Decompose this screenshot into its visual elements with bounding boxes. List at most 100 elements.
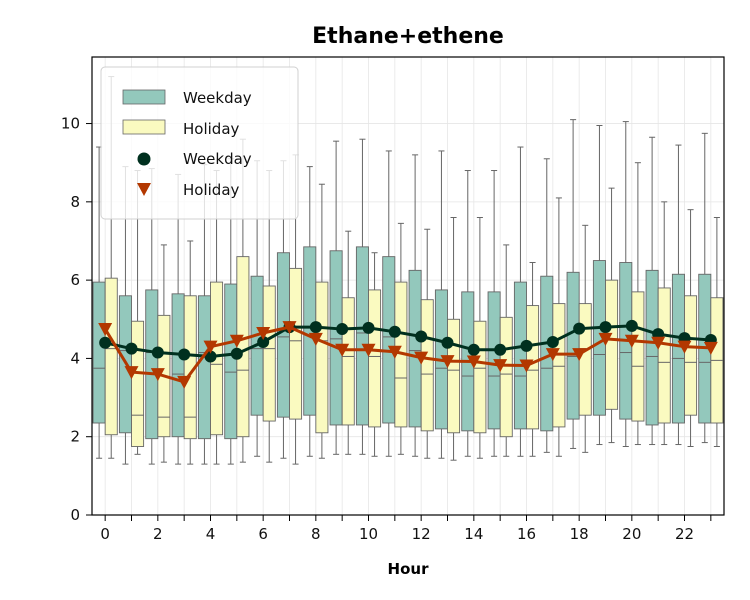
holiday-box bbox=[368, 289, 382, 428]
weekday-box bbox=[92, 281, 106, 424]
holiday-mean-point bbox=[361, 343, 376, 357]
holiday-box bbox=[578, 303, 592, 416]
y-tick-label: 2 bbox=[70, 428, 80, 446]
weekday-box bbox=[408, 269, 422, 428]
x-tick-label: 14 bbox=[464, 525, 483, 543]
holiday-box bbox=[131, 320, 145, 447]
legend-label-holiday-box: Holiday bbox=[183, 120, 240, 138]
holiday-mean-point bbox=[572, 348, 587, 362]
holiday-box bbox=[447, 318, 461, 434]
holiday-box bbox=[605, 279, 619, 410]
x-tick-label: 6 bbox=[258, 525, 268, 543]
holiday-mean-point bbox=[150, 368, 165, 382]
legend: Weekday Holiday Weekday Holiday bbox=[100, 66, 299, 220]
x-tick-label: 12 bbox=[412, 525, 431, 543]
weekday-box bbox=[355, 246, 369, 426]
weekday-mean-point bbox=[125, 342, 138, 355]
x-tick-label: 4 bbox=[206, 525, 216, 543]
chart-title: Ethane+ethene bbox=[312, 24, 504, 49]
legend-label-holiday-line: Holiday bbox=[183, 181, 240, 199]
holiday-mean-line bbox=[103, 325, 711, 384]
holiday-box bbox=[473, 320, 487, 434]
weekday-mean-point bbox=[178, 348, 191, 361]
holiday-mean-point bbox=[335, 343, 350, 357]
x-tick-label: 10 bbox=[359, 525, 378, 543]
legend-label-weekday-line: Weekday bbox=[183, 150, 252, 168]
legend-weekday-circle-marker bbox=[137, 152, 151, 166]
holiday-mean-point bbox=[624, 334, 639, 348]
weekday-mean-point bbox=[494, 343, 507, 356]
weekday-mean-point bbox=[441, 336, 454, 349]
holiday-mean-point bbox=[651, 336, 666, 350]
weekday-mean-point bbox=[388, 325, 401, 338]
legend-holiday-triangle-marker bbox=[137, 183, 151, 196]
plot-frame bbox=[91, 56, 725, 516]
holiday-mean-point bbox=[203, 340, 218, 354]
box-layer bbox=[92, 76, 724, 465]
holiday-box bbox=[289, 267, 303, 420]
holiday-mean-point bbox=[545, 348, 560, 362]
weekday-box bbox=[382, 256, 396, 424]
weekday-mean-point bbox=[599, 321, 612, 334]
x-tick-label: 20 bbox=[622, 525, 641, 543]
weekday-box bbox=[171, 293, 185, 438]
holiday-box bbox=[236, 256, 250, 438]
holiday-mean-point bbox=[282, 321, 297, 335]
holiday-box bbox=[631, 291, 645, 422]
holiday-mean-point bbox=[256, 326, 271, 340]
holiday-mean-point bbox=[414, 351, 429, 365]
weekday-mean-point bbox=[151, 346, 164, 359]
x-tick-label: 16 bbox=[517, 525, 536, 543]
y-tick-label: 6 bbox=[70, 271, 80, 289]
x-tick-label: 0 bbox=[100, 525, 110, 543]
holiday-box bbox=[684, 295, 698, 416]
y-tick-label: 4 bbox=[70, 349, 80, 367]
holiday-mean-point bbox=[677, 340, 692, 354]
legend-holiday-box-swatch bbox=[122, 119, 166, 135]
weekday-box bbox=[276, 252, 290, 418]
holiday-mean-point bbox=[124, 366, 139, 380]
weekday-mean-point bbox=[336, 323, 349, 336]
mean-lines bbox=[98, 319, 718, 389]
holiday-mean-point bbox=[387, 345, 402, 359]
holiday-mean-point bbox=[229, 334, 244, 348]
x-tick-label: 22 bbox=[675, 525, 694, 543]
y-tick-label: 8 bbox=[70, 193, 80, 211]
weekday-box bbox=[145, 289, 159, 440]
weekday-mean-point bbox=[520, 339, 533, 352]
weekday-box bbox=[645, 269, 659, 426]
weekday-mean-point bbox=[573, 322, 586, 335]
holiday-mean-point bbox=[519, 359, 534, 373]
holiday-box bbox=[262, 285, 276, 422]
x-axis-title: Hour bbox=[388, 560, 430, 578]
holiday-mean-point bbox=[440, 355, 455, 369]
y-tick-label: 0 bbox=[70, 506, 80, 524]
weekday-mean-point bbox=[99, 336, 112, 349]
holiday-box bbox=[104, 277, 118, 436]
holiday-box bbox=[657, 287, 671, 424]
weekday-mean-point bbox=[309, 321, 322, 334]
holiday-mean-point bbox=[308, 332, 323, 346]
holiday-mean-point bbox=[177, 375, 192, 389]
axes: 0 2 4 6 8 10 12 14 16 18 20 22 0 2 4 6 8 10 bbox=[61, 115, 712, 543]
weekday-box bbox=[224, 283, 238, 440]
x-tick-label: 8 bbox=[311, 525, 321, 543]
weekday-mean-point bbox=[257, 335, 270, 348]
holiday-box bbox=[552, 303, 566, 428]
y-tick-label: 10 bbox=[61, 115, 80, 133]
legend-label-weekday-box: Weekday bbox=[183, 89, 252, 107]
holiday-mean-point bbox=[493, 359, 508, 373]
legend-frame bbox=[100, 66, 299, 220]
legend-weekday-box-swatch bbox=[122, 89, 166, 105]
weekday-box bbox=[566, 271, 580, 420]
x-tick-label: 18 bbox=[570, 525, 589, 543]
weekday-box bbox=[329, 250, 343, 426]
holiday-mean-point bbox=[98, 323, 113, 337]
holiday-mean-point bbox=[703, 341, 718, 355]
holiday-mean-point bbox=[466, 355, 481, 369]
weekday-mean-point bbox=[362, 321, 375, 334]
weekday-mean-point bbox=[625, 319, 638, 332]
weekday-box bbox=[197, 295, 211, 440]
weekday-mean-point bbox=[230, 347, 243, 360]
